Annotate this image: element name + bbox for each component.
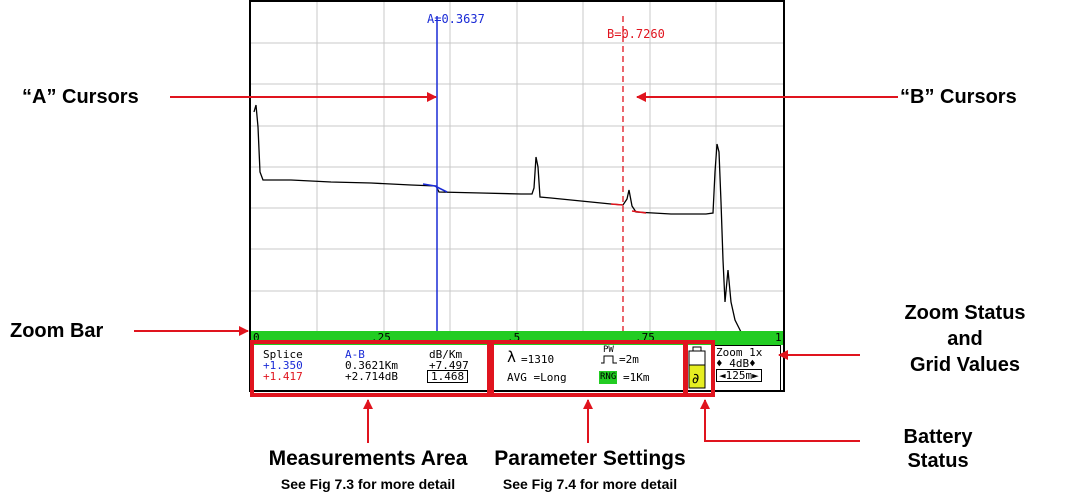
measurement-type: Splice	[263, 348, 303, 361]
grid-m[interactable]: ◄125m►	[716, 369, 762, 382]
measurement-loss: +2.714dB	[345, 370, 398, 383]
cursor-a-label: A=0.3637	[427, 12, 485, 26]
battery-highlight	[684, 340, 715, 397]
cursor-a-marker	[422, 183, 448, 193]
avg-value: AVG =Long	[507, 371, 567, 384]
pw-label: PW	[603, 345, 614, 355]
cursor-b-marker-2	[631, 210, 647, 214]
callout-battery-line-2: Status	[907, 450, 969, 472]
measurement-value-a: +1.350	[263, 359, 303, 372]
callout-zoom-status-line-2: and	[947, 328, 983, 350]
zoom-tick-100: 1	[775, 331, 782, 344]
measurement-a-b: A-B	[345, 348, 365, 361]
pulse-width-icon	[601, 355, 617, 364]
callout-battery: Battery Status	[868, 425, 1008, 473]
fiber-trace	[253, 104, 742, 332]
lambda-value: =1310	[521, 353, 555, 366]
trace-plot: A=0.3637 B=0.7260	[251, 2, 783, 332]
measurement-value-b: +1.417	[263, 370, 303, 383]
callout-a-cursors: “A” Cursors	[22, 86, 139, 108]
battery-icon: ∂	[688, 346, 706, 389]
cursor-b-label: B=0.7260	[607, 27, 665, 41]
measurement-unit: dB/Km	[429, 348, 463, 361]
callout-zoom-status-line-3: Grid Values	[909, 354, 1021, 376]
callout-zoom-status-line-1: Zoom Status	[904, 302, 1026, 324]
zoom-level: Zoom 1x	[716, 346, 763, 359]
grid	[251, 2, 783, 332]
measurement-rate-2: 1.468	[427, 370, 469, 383]
callout-parameters-sub: See Fig 7.4 for more detail	[502, 476, 678, 492]
zoom-tick-0: 0	[253, 331, 260, 344]
callout-b-cursors: “B” Cursors	[900, 86, 1017, 108]
measurements-highlight	[250, 340, 491, 397]
lambda-icon: λ	[507, 348, 517, 366]
pw-value: =2m	[619, 353, 639, 366]
measurement-distance: 0.3621Km	[345, 359, 398, 372]
rng-badge: RNG	[599, 371, 618, 384]
callout-parameters-title: Parameter Settings	[494, 447, 686, 470]
grid-db[interactable]: ♦ 4dB♦	[716, 357, 756, 370]
callout-measurements-sub: See Fig 7.3 for more detail	[280, 476, 456, 492]
callout-zoom-bar: Zoom Bar	[10, 320, 104, 342]
svg-text:∂: ∂	[692, 371, 699, 387]
callout-battery-line-1: Battery	[903, 426, 973, 448]
cursor-b-marker	[610, 203, 624, 206]
rng-value: =1Km	[623, 371, 650, 384]
callout-measurements-title: Measurements Area	[268, 447, 468, 470]
callout-zoom-status: Zoom Status and Grid Values	[870, 300, 1060, 378]
measurement-rate-1: +7.497	[429, 359, 469, 372]
